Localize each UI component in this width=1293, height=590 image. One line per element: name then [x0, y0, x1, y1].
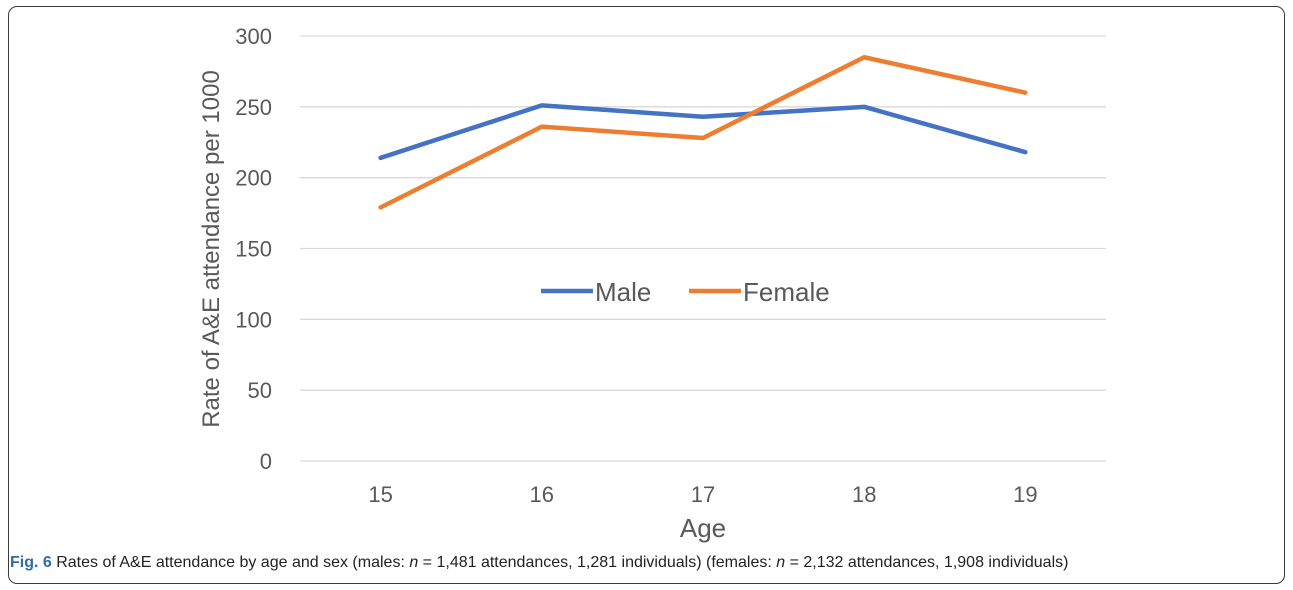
legend-label-female: Female	[743, 277, 830, 307]
x-tick-label: 19	[1013, 482, 1037, 507]
caption-n-symbol-2: n	[776, 554, 786, 571]
y-tick-label: 0	[260, 449, 272, 474]
legend-label-male: Male	[595, 277, 651, 307]
y-tick-label: 150	[235, 237, 272, 262]
gridlines	[300, 35, 1106, 462]
figure-frame: 0 50 100 150 200 250 300 15 16 17 18 19 Rate of A&…	[8, 6, 1285, 584]
y-tick-label: 100	[235, 307, 272, 332]
x-axis-ticks: 15 16 17 18 19	[368, 482, 1037, 507]
caption-text-1: Rates of A&E attendance by age and sex (…	[51, 554, 410, 571]
y-tick-label: 300	[235, 24, 272, 49]
caption-text-3: = 2,132 attendances, 1,908 individuals)	[785, 554, 1069, 571]
series-line-male	[378, 103, 1028, 161]
x-tick-label: 16	[530, 482, 554, 507]
y-tick-label: 50	[248, 378, 272, 403]
x-tick-label: 15	[368, 482, 392, 507]
x-tick-label: 17	[691, 482, 715, 507]
figure-caption: Fig. 6 Rates of A&E attendance by age an…	[10, 554, 1280, 572]
y-axis-label: Rate of A&E attendance per 1000	[198, 70, 225, 428]
series-line-female	[378, 55, 1028, 210]
y-axis-ticks: 0 50 100 150 200 250 300	[235, 24, 272, 474]
x-tick-label: 18	[852, 482, 876, 507]
caption-text-2: = 1,481 attendances, 1,281 individuals) …	[418, 554, 777, 571]
caption-n-symbol-1: n	[409, 554, 419, 571]
legend: Male Female	[541, 277, 830, 307]
series-lines	[378, 55, 1028, 210]
y-tick-label: 250	[235, 95, 272, 120]
x-axis-label: Age	[680, 513, 726, 543]
figure-label: Fig. 6	[10, 554, 52, 571]
y-tick-label: 200	[235, 166, 272, 191]
line-chart: 0 50 100 150 200 250 300 15 16 17 18 19 Rate of A&…	[198, 24, 1106, 543]
